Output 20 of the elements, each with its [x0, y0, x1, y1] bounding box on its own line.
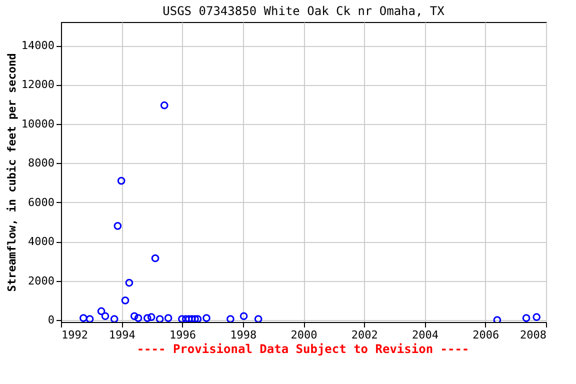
x-tick-label: 2002 [351, 328, 378, 342]
x-tick-label: 1998 [230, 328, 257, 342]
x-tick-label: 1992 [62, 328, 88, 342]
y-tick-label: 14000 [21, 39, 54, 52]
x-tick-label: 2006 [472, 328, 500, 342]
y-tick-label: 6000 [28, 196, 54, 209]
y-tick-label: 12000 [21, 78, 54, 92]
y-tick-label: 10000 [21, 117, 54, 130]
y-tick-label: 0 [48, 314, 54, 327]
y-axis-title: Streamflow, in cubic feet per second [5, 53, 18, 292]
y-tick-label: 4000 [28, 235, 54, 248]
x-tick-label: 2000 [290, 328, 318, 342]
x-tick-label: 1994 [108, 328, 136, 342]
x-tick-label: 2004 [412, 328, 439, 342]
x-tick-label: 1996 [170, 328, 196, 342]
text: ---- Provisional Data Subject to Revision ---- [136, 342, 470, 356]
x-tick-label: 2008 [520, 328, 546, 342]
y-tick-label: 2000 [28, 274, 54, 288]
chart-title: USGS 07343850 White Oak Ck nr Omaha, TX [162, 4, 446, 18]
y-tick-label: 8000 [28, 156, 54, 170]
